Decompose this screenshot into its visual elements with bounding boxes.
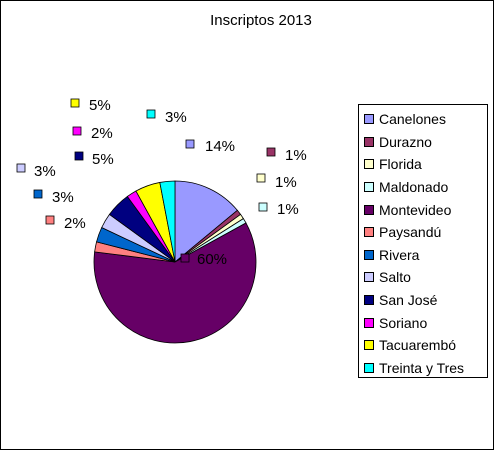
data-label-swatch bbox=[146, 109, 156, 119]
legend-label: Florida bbox=[379, 156, 422, 173]
data-label-swatch bbox=[45, 215, 55, 225]
data-label: 3% bbox=[165, 109, 187, 126]
data-label-swatch bbox=[74, 151, 84, 161]
data-label: 3% bbox=[34, 163, 56, 180]
data-label-swatch bbox=[256, 173, 266, 183]
data-label: 3% bbox=[52, 189, 74, 206]
legend-item: San José bbox=[359, 289, 487, 312]
legend-label: Canelones bbox=[379, 111, 446, 128]
pie-slices bbox=[93, 180, 257, 344]
legend-swatch bbox=[364, 182, 374, 193]
legend-item: Treinta y Tres bbox=[359, 357, 487, 380]
data-labels: 14% 1% 1% 1% 60% 2% 3% 3% 5% 2% 5% 3% bbox=[16, 97, 307, 268]
legend-label: Soriano bbox=[379, 314, 428, 331]
data-label: 5% bbox=[89, 97, 111, 114]
legend-swatch bbox=[364, 204, 374, 215]
pie-slice-treinta-y-tres bbox=[159, 180, 176, 263]
data-label-swatch bbox=[185, 139, 195, 149]
legend-swatch bbox=[364, 159, 374, 170]
legend-label: Montevideo bbox=[379, 201, 452, 218]
legend-label: San José bbox=[379, 292, 438, 309]
data-label-swatch bbox=[180, 253, 190, 263]
data-label-swatch bbox=[70, 98, 80, 108]
legend-item: Florida bbox=[359, 153, 487, 176]
data-label: 1% bbox=[285, 147, 307, 164]
legend-item: Maldonado bbox=[359, 176, 487, 199]
legend-swatch bbox=[364, 272, 374, 283]
pie-slice-canelones bbox=[174, 180, 238, 263]
legend-swatch bbox=[364, 249, 374, 260]
legend: Canelones Durazno Florida Maldonado Montevid… bbox=[358, 104, 488, 378]
legend-swatch bbox=[364, 114, 374, 125]
legend-item: Montevideo bbox=[359, 198, 487, 221]
legend-item: Tacuarembó bbox=[359, 334, 487, 357]
legend-swatch bbox=[364, 340, 374, 351]
legend-label: Salto bbox=[379, 269, 411, 286]
data-label: 60% bbox=[197, 251, 227, 268]
legend-swatch bbox=[364, 227, 374, 238]
chart-title: Inscriptos 2013 bbox=[210, 12, 312, 29]
legend-label: Maldonado bbox=[379, 179, 449, 196]
pie-slice-montevideo bbox=[93, 222, 257, 344]
legend-item: Durazno bbox=[359, 131, 487, 154]
legend-label: Tacuarembó bbox=[379, 337, 457, 354]
legend-label: Rivera bbox=[379, 246, 420, 263]
legend-label: Paysandú bbox=[379, 224, 442, 241]
legend-label: Durazno bbox=[379, 133, 432, 150]
legend-item: Rivera bbox=[359, 244, 487, 267]
legend-swatch bbox=[364, 295, 374, 306]
legend-swatch bbox=[364, 317, 374, 328]
legend-item: Paysandú bbox=[359, 221, 487, 244]
data-label: 1% bbox=[275, 174, 297, 191]
legend-swatch bbox=[364, 362, 374, 373]
data-label-swatch bbox=[33, 189, 43, 199]
data-label-swatch bbox=[266, 147, 276, 157]
legend-swatch bbox=[364, 136, 374, 147]
data-label: 5% bbox=[92, 151, 114, 168]
legend-label: Treinta y Tres bbox=[379, 359, 465, 376]
legend-item: Canelones bbox=[359, 108, 487, 131]
data-label-swatch bbox=[16, 163, 26, 173]
data-label: 2% bbox=[91, 125, 113, 142]
data-label: 1% bbox=[277, 201, 299, 218]
data-label: 2% bbox=[64, 215, 86, 232]
legend-item: Salto bbox=[359, 266, 487, 289]
data-label-swatch bbox=[72, 126, 82, 136]
legend-item: Soriano bbox=[359, 311, 487, 334]
data-label-swatch bbox=[258, 202, 268, 212]
data-label: 14% bbox=[205, 138, 235, 155]
